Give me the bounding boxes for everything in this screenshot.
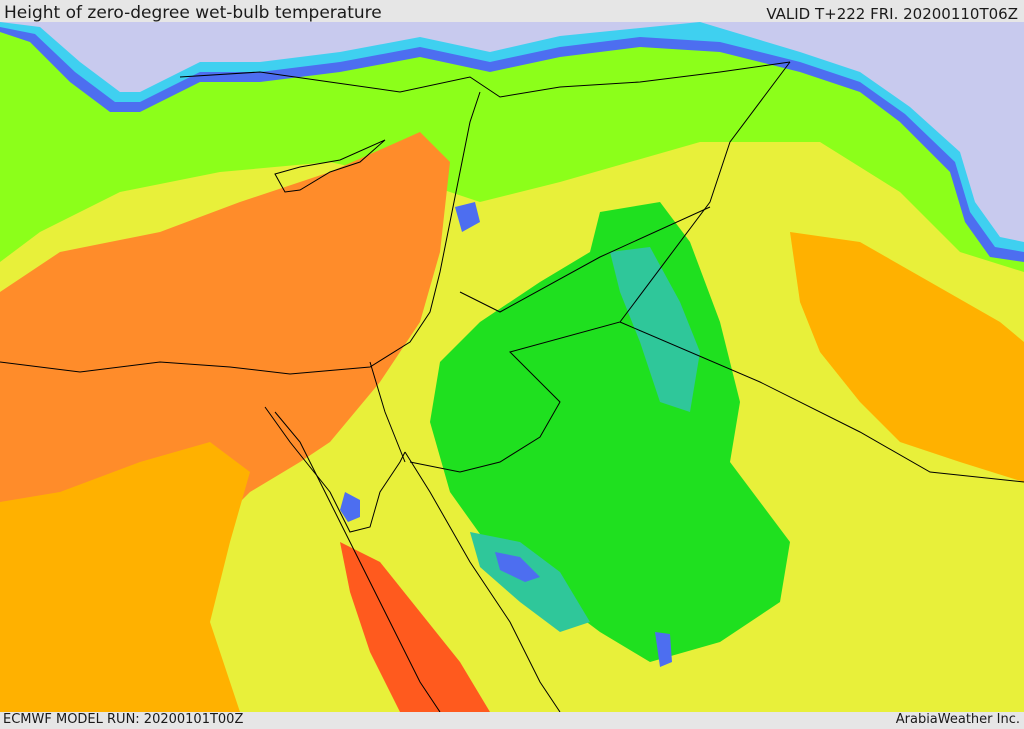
mediterranean-coast (0, 91, 481, 375)
saudi-iraq-border (619, 321, 1024, 483)
lime-region-north (0, 22, 1024, 272)
blue-patch-hejaz (495, 552, 540, 582)
credit-label: ArabiaWeather Inc. (895, 712, 1020, 727)
red-sea-east-coast (404, 451, 561, 712)
borders-and-coastlines (0, 61, 1024, 712)
cyprus-outline (274, 139, 386, 193)
weather-map (0, 22, 1024, 712)
turkey-south-coast (179, 61, 791, 98)
valid-time-label: VALID T+222 FRI. 20200110T06Z (766, 5, 1018, 23)
israel-egypt-border (369, 361, 406, 463)
blue-edge-north (0, 22, 1024, 262)
orange-region-west (0, 132, 450, 582)
red-sea-hot-region (340, 542, 490, 712)
snow-region-north (0, 22, 1024, 242)
amber-region-east (790, 232, 1024, 482)
map-title: Height of zero-degree wet-bulb temperatu… (4, 3, 382, 23)
red-sea-west-coast (274, 411, 441, 712)
map-footer: ECMWF MODEL RUN: 20200101T00Z ArabiaWeat… (0, 712, 1024, 729)
syria-jordan-border (459, 206, 711, 313)
teal-region-arabia (610, 247, 700, 412)
blue-patch-sinai (340, 492, 360, 522)
blue-patch-asir (655, 632, 672, 667)
gulf-of-suez (264, 406, 406, 533)
blue-patch-lebanon (455, 202, 480, 232)
jordan-saudi-border (409, 61, 791, 473)
model-run-label: ECMWF MODEL RUN: 20200101T00Z (3, 712, 244, 727)
amber-region-southwest (0, 442, 250, 712)
map-header: Height of zero-degree wet-bulb temperatu… (0, 0, 1024, 23)
